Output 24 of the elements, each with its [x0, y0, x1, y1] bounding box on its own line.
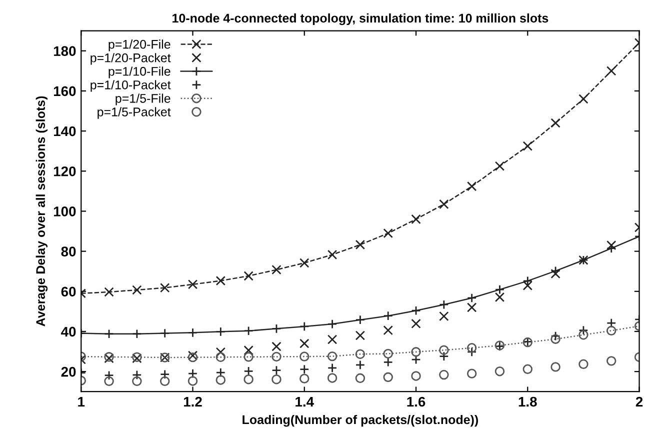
y-tick-label: 120	[54, 166, 76, 176]
y-axis-title: Average Delay over all sessions (slots)	[36, 96, 48, 326]
y-tick-label: 20	[61, 366, 76, 377]
legend-label: p=1/5-File	[116, 94, 170, 106]
y-tick-label: 140	[54, 126, 76, 136]
legend-label: p=1/5-Packet	[98, 107, 171, 119]
legend-label: p=1/20-Packet	[90, 53, 171, 65]
y-tick-label: 80	[61, 246, 76, 256]
x-tick-label: 1	[78, 396, 85, 407]
y-tick-label: 160	[54, 86, 76, 96]
legend-label: p=1/10-File	[108, 66, 170, 78]
x-tick-label: 1.2	[184, 396, 202, 407]
legend-label: p=1/10-Packet	[90, 80, 171, 92]
chart-title: 10-node 4-connected topology, simulation time: 10 million slots	[172, 13, 548, 26]
y-tick-label: 100	[54, 206, 76, 216]
x-tick-label: 1.6	[407, 396, 426, 407]
y-tick-label: 40	[61, 326, 76, 337]
x-tick-label: 2	[636, 396, 643, 407]
y-tick-label: 60	[61, 286, 76, 297]
x-tick-label: 1.4	[296, 396, 314, 407]
y-tick-label: 180	[54, 46, 76, 56]
legend-label: p=1/20-File	[108, 40, 170, 52]
x-axis-title: Loading(Number of packets/(slot.node))	[242, 414, 478, 427]
x-tick-label: 1.8	[518, 396, 537, 407]
